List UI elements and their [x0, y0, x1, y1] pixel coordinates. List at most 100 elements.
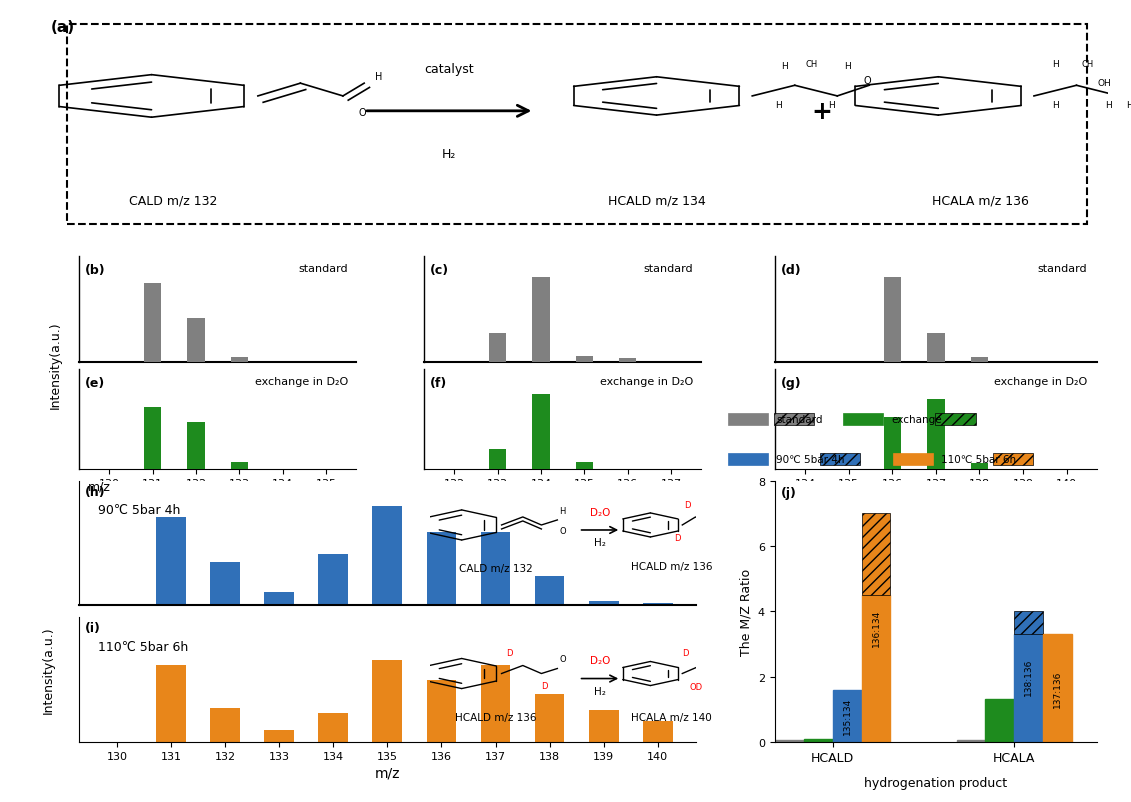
Bar	[589, 711, 619, 742]
Bar	[935, 414, 976, 425]
Text: H₂: H₂	[594, 537, 606, 547]
Bar	[927, 333, 944, 363]
Bar	[883, 278, 901, 363]
Bar	[862, 514, 890, 595]
Text: H: H	[845, 63, 852, 71]
Bar	[727, 454, 768, 465]
Bar	[319, 555, 348, 606]
Bar	[642, 603, 673, 606]
Text: m/z: m/z	[88, 480, 111, 492]
Bar	[862, 595, 890, 742]
Text: 90℃ 5bar 4h: 90℃ 5bar 4h	[97, 504, 180, 516]
Bar	[372, 506, 403, 606]
Y-axis label: The M/Z Ratio: The M/Z Ratio	[740, 568, 752, 655]
Bar	[210, 562, 240, 606]
Text: 90℃ 5bar 4h: 90℃ 5bar 4h	[776, 455, 845, 464]
Bar	[927, 399, 944, 469]
Text: H₂: H₂	[594, 686, 606, 695]
Text: 136:134: 136:134	[872, 610, 880, 646]
Bar	[642, 722, 673, 742]
Bar	[1043, 634, 1072, 742]
Text: Intensity(a.u.): Intensity(a.u.)	[42, 626, 54, 714]
Bar	[481, 665, 510, 742]
Text: CALD m/z 132: CALD m/z 132	[459, 564, 533, 573]
Text: HCALD: HCALD	[538, 497, 587, 511]
Text: D: D	[684, 500, 691, 509]
Text: (j): (j)	[782, 486, 797, 500]
Bar	[832, 690, 862, 742]
Text: HCALA m/z 136: HCALA m/z 136	[932, 194, 1029, 208]
Bar	[319, 714, 348, 742]
Bar	[489, 333, 507, 363]
Bar	[231, 358, 248, 363]
Text: H: H	[1052, 100, 1059, 109]
Text: 110℃ 5bar 6h: 110℃ 5bar 6h	[941, 455, 1017, 464]
Bar	[970, 464, 988, 469]
Text: D: D	[507, 649, 512, 658]
Bar	[843, 414, 883, 425]
Text: H: H	[374, 72, 382, 82]
Bar	[727, 414, 768, 425]
Text: HCALD m/z 134: HCALD m/z 134	[607, 194, 706, 208]
Bar	[231, 462, 248, 469]
Text: 138:136: 138:136	[1025, 658, 1034, 695]
Text: catalyst: catalyst	[424, 63, 474, 75]
Text: (e): (e)	[85, 376, 105, 389]
Bar	[883, 417, 901, 469]
Text: 137:136: 137:136	[1053, 670, 1062, 707]
Text: HCALD m/z 136: HCALD m/z 136	[456, 712, 537, 722]
Bar	[893, 454, 933, 465]
Bar	[535, 695, 564, 742]
Text: H₂: H₂	[442, 148, 457, 160]
Text: exchange: exchange	[891, 415, 942, 424]
Text: HCALD m/z 136: HCALD m/z 136	[631, 561, 713, 571]
Bar	[426, 532, 456, 606]
Bar	[265, 731, 294, 742]
Bar	[372, 661, 403, 742]
Bar	[774, 414, 814, 425]
Text: H: H	[1126, 100, 1131, 109]
Bar	[1015, 611, 1043, 634]
Text: HCALA m/z 140: HCALA m/z 140	[631, 712, 713, 722]
Bar	[156, 665, 185, 742]
X-axis label: m/z: m/z	[374, 766, 400, 780]
Text: CH: CH	[1081, 60, 1094, 69]
Bar	[481, 532, 510, 606]
Bar	[188, 422, 205, 469]
Text: HCALA: HCALA	[913, 497, 959, 511]
Bar	[210, 708, 240, 742]
Text: (f): (f)	[430, 376, 447, 389]
Bar	[188, 318, 205, 363]
Text: H: H	[780, 63, 787, 71]
Text: D: D	[541, 681, 547, 690]
Text: (d): (d)	[782, 264, 802, 277]
Bar	[144, 407, 162, 469]
Bar	[489, 449, 507, 469]
Text: Intensity(a.u.): Intensity(a.u.)	[50, 321, 62, 409]
Text: (g): (g)	[782, 376, 802, 389]
Text: exchange in D₂O: exchange in D₂O	[599, 376, 693, 387]
Bar	[576, 462, 593, 469]
Text: OH: OH	[1098, 79, 1112, 88]
Text: 135:134: 135:134	[843, 697, 852, 735]
Text: 110℃ 5bar 6h: 110℃ 5bar 6h	[97, 640, 188, 653]
Text: D₂O: D₂O	[589, 656, 610, 666]
Bar	[985, 699, 1015, 742]
Text: hydrogenation product: hydrogenation product	[864, 776, 1008, 788]
Bar	[535, 576, 564, 606]
Bar	[1015, 634, 1043, 742]
Text: O: O	[359, 107, 366, 117]
Text: CH: CH	[805, 60, 818, 69]
Bar	[804, 739, 832, 742]
Bar	[533, 278, 550, 363]
Text: standard: standard	[1038, 264, 1087, 274]
Text: H: H	[776, 100, 783, 109]
Text: (c): (c)	[430, 264, 449, 277]
Text: O: O	[560, 654, 566, 663]
Text: D: D	[682, 649, 688, 658]
Text: standard: standard	[299, 264, 348, 274]
Text: O: O	[864, 76, 872, 86]
Text: H: H	[1105, 100, 1112, 109]
Bar	[533, 395, 550, 469]
Bar	[156, 517, 185, 606]
